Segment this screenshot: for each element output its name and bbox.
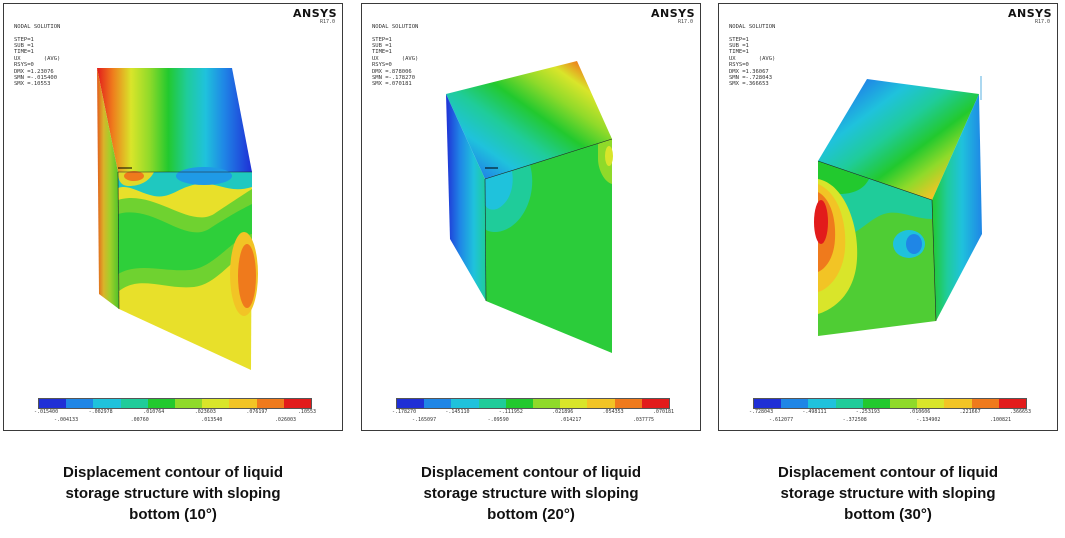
legend-swatch <box>229 399 257 408</box>
legend-ticks-upper: -.728043 -.498111 -.253193.010606.221667.3… <box>749 409 1031 415</box>
contour-panel-20deg: ANSYS R17.0 NODAL SOLUTION STEP=1 SUB =1 TI… <box>361 3 701 431</box>
legend-ticks-lower: -.165097 -.09590.014217.037775 <box>412 417 654 423</box>
legend-swatch <box>754 399 782 408</box>
legend-ticks-upper: -.015400 -.002978.010764.023603.076197.10… <box>34 409 316 415</box>
legend-swatch <box>917 399 945 408</box>
legend-swatch <box>283 399 312 408</box>
legend-swatch <box>641 399 670 408</box>
caption-20deg: Displacement contour of liquid storage st… <box>420 464 641 523</box>
legend-swatch <box>66 399 94 408</box>
legend-swatch <box>424 399 452 408</box>
right-face <box>932 94 982 321</box>
color-legend <box>38 398 312 409</box>
contour-render-30deg <box>814 76 982 336</box>
legend-swatch <box>478 399 506 408</box>
legend-swatch <box>560 399 588 408</box>
color-legend <box>396 398 670 409</box>
caption-10deg: Displacement contour of liquid storage st… <box>62 464 283 523</box>
legend-swatch <box>256 399 284 408</box>
legend-swatch <box>998 399 1027 408</box>
legend-swatch <box>505 399 534 408</box>
top-face <box>97 68 252 172</box>
legend-swatch <box>862 399 891 408</box>
legend-swatch <box>533 399 561 408</box>
legend-swatch <box>587 399 615 408</box>
legend-ticks-lower: -.004133.00760.013540.026003 <box>54 417 296 423</box>
color-legend <box>753 398 1027 409</box>
ansys-logo: ANSYS <box>292 7 337 20</box>
legend-swatch <box>971 399 999 408</box>
legend-swatch <box>614 399 642 408</box>
legend-swatch <box>944 399 972 408</box>
legend-swatch <box>39 399 67 408</box>
legend-swatch <box>93 399 121 408</box>
contour-panel-30deg: ANSYS R17.0 NODAL SOLUTION STEP=1 SUB =1 TI… <box>718 3 1058 431</box>
left-face <box>446 94 486 301</box>
left-face <box>97 68 119 309</box>
legend-ticks-lower: -.612077 -.372508 -.134902.100821 <box>769 417 1011 423</box>
legend-swatch <box>397 399 425 408</box>
legend-swatch <box>451 399 479 408</box>
solution-info: NODAL SOLUTION STEP=1 SUB =1 TIME=1 UX (AVG)… <box>14 23 61 88</box>
ansys-logo: ANSYS <box>1007 7 1052 20</box>
top-face <box>446 61 612 179</box>
solution-info: NODAL SOLUTION STEP=1 SUB =1 TIME=1 UX (AVG)… <box>729 23 776 88</box>
ansys-version: R17.0 <box>1034 19 1050 25</box>
ansys-logo: ANSYS <box>650 7 695 20</box>
ansys-version: R17.0 <box>319 19 335 25</box>
contour-render-10deg <box>97 68 258 370</box>
contour-panel-10deg: ANSYS R17.0 NODAL SOLUTION STEP=1 SUB =1 TI… <box>3 3 343 431</box>
legend-swatch <box>808 399 836 408</box>
legend-ticks-upper: -.178270 -.145110 -.111952.021896.054353.0… <box>392 409 674 415</box>
legend-swatch <box>890 399 918 408</box>
caption-30deg: Displacement contour of liquid storage st… <box>777 464 998 523</box>
legend-swatch <box>120 399 148 408</box>
contour-render-20deg <box>446 61 613 353</box>
top-face <box>818 79 979 200</box>
solution-info: NODAL SOLUTION STEP=1 SUB =1 TIME=1 UX (AVG)… <box>372 23 419 88</box>
legend-swatch <box>202 399 230 408</box>
ansys-version: R17.0 <box>677 19 693 25</box>
legend-swatch <box>147 399 176 408</box>
legend-swatch <box>781 399 809 408</box>
legend-swatch <box>835 399 863 408</box>
legend-swatch <box>175 399 203 408</box>
